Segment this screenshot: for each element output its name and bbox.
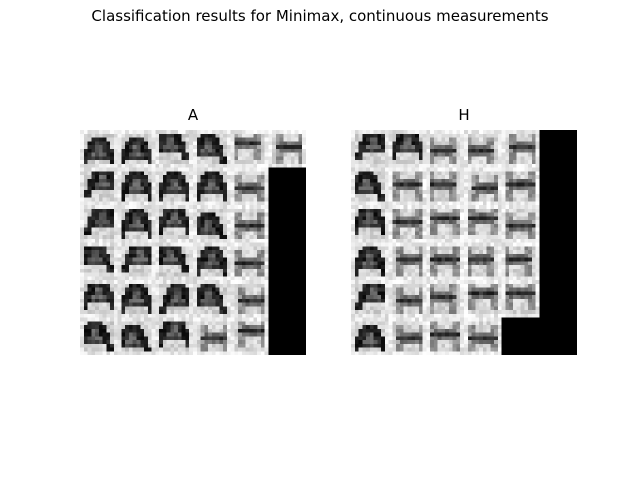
tile-glyph-H xyxy=(230,130,269,168)
tile-empty xyxy=(539,167,577,206)
tile-glyph-A xyxy=(155,317,194,355)
tile-glyph-A xyxy=(193,205,232,243)
tile-glyph-A xyxy=(388,130,427,168)
tile-glyph-A xyxy=(193,130,232,168)
tile-empty xyxy=(539,317,577,355)
tile-glyph-H xyxy=(426,280,465,318)
tile-glyph-H xyxy=(464,242,503,281)
tile-glyph-A xyxy=(193,167,232,206)
tile-empty xyxy=(268,205,306,244)
tile-empty xyxy=(268,280,306,319)
tile-glyph-A xyxy=(155,130,194,168)
tile-glyph-H xyxy=(230,317,269,355)
tile-glyph-A xyxy=(351,167,390,206)
tile-glyph-A xyxy=(193,242,232,281)
tile-glyph-A xyxy=(117,317,156,355)
tile-empty xyxy=(539,242,577,281)
tile-glyph-H xyxy=(501,242,540,281)
tile-glyph-H xyxy=(464,280,503,318)
tile-glyph-H xyxy=(426,130,465,168)
tile-glyph-H xyxy=(426,205,465,243)
tile-glyph-H xyxy=(230,205,269,243)
tile-glyph-H xyxy=(464,317,503,355)
tile-glyph-H xyxy=(464,130,503,168)
tile-glyph-H xyxy=(426,317,465,355)
tile-glyph-A xyxy=(155,280,194,318)
tile-glyph-A xyxy=(155,242,194,281)
panel-title-a: A xyxy=(187,106,199,124)
tile-glyph-A xyxy=(351,130,390,168)
tile-glyph-A xyxy=(80,130,119,168)
tile-glyph-A xyxy=(80,205,119,243)
tile-glyph-H xyxy=(388,242,427,281)
tile-glyph-A xyxy=(351,317,390,355)
tile-glyph-A xyxy=(351,280,390,318)
tile-empty xyxy=(539,130,577,169)
tile-glyph-H xyxy=(388,317,427,355)
tile-glyph-H xyxy=(464,205,503,243)
tile-glyph-A xyxy=(117,167,156,206)
tile-glyph-A xyxy=(80,167,119,206)
tile-glyph-H xyxy=(230,167,269,206)
tile-empty xyxy=(268,242,306,281)
tile-glyph-H xyxy=(388,205,427,243)
tile-empty xyxy=(268,317,306,355)
tile-glyph-A xyxy=(117,242,156,281)
tile-glyph-A xyxy=(155,167,194,206)
tile-glyph-H xyxy=(230,242,269,281)
tile-glyph-A xyxy=(80,317,119,355)
tile-empty xyxy=(501,317,540,355)
tile-glyph-A xyxy=(80,280,119,318)
tile-glyph-H xyxy=(426,242,465,281)
heatmap-panel-h xyxy=(351,130,577,355)
tile-glyph-H xyxy=(501,205,540,243)
tile-glyph-A xyxy=(80,242,119,281)
tile-glyph-A xyxy=(117,205,156,243)
tile-glyph-H xyxy=(426,167,465,206)
tile-glyph-A xyxy=(351,242,390,281)
tile-glyph-A xyxy=(117,280,156,318)
tile-glyph-H xyxy=(193,317,232,355)
tile-glyph-A xyxy=(193,280,232,318)
panel-title-h: H xyxy=(458,106,470,124)
tile-glyph-H xyxy=(268,130,306,168)
tile-glyph-A xyxy=(155,205,194,243)
tile-empty xyxy=(539,205,577,244)
tile-glyph-H xyxy=(388,167,427,206)
figure-suptitle: Classification results for Minimax, cont… xyxy=(91,7,549,25)
tile-empty xyxy=(539,280,577,319)
tile-glyph-H xyxy=(388,280,427,318)
tile-glyph-H xyxy=(501,130,540,168)
tile-glyph-H xyxy=(464,167,503,206)
tile-glyph-A xyxy=(117,130,156,168)
tile-empty xyxy=(268,167,306,206)
tile-glyph-A xyxy=(351,205,390,243)
tile-glyph-H xyxy=(230,280,269,318)
tile-glyph-H xyxy=(501,280,540,318)
heatmap-panel-a xyxy=(80,130,306,355)
tile-glyph-H xyxy=(501,167,540,206)
